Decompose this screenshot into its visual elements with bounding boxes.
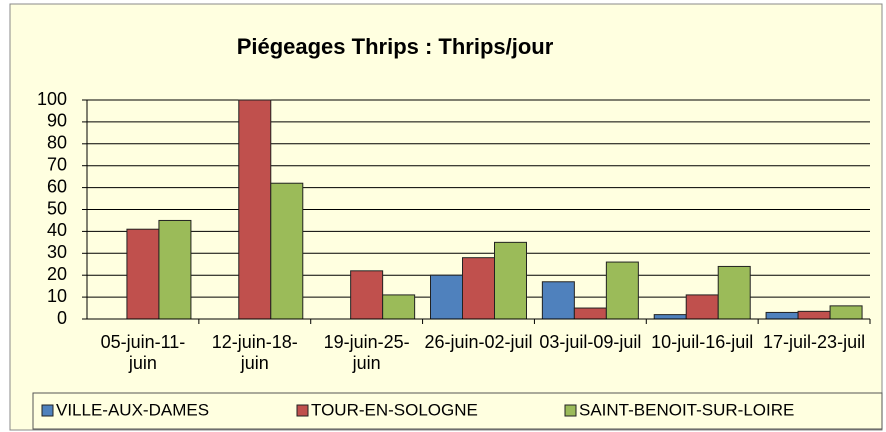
bar — [541, 281, 575, 320]
legend-label: TOUR-EN-SOLOGNE — [311, 400, 478, 419]
legend-swatch — [41, 404, 54, 417]
bar — [350, 270, 384, 320]
y-tick-label: 80 — [47, 133, 67, 153]
y-tick-label: 50 — [47, 198, 67, 218]
bar — [382, 294, 416, 320]
y-tick-label: 90 — [47, 111, 67, 131]
bar — [270, 182, 304, 320]
bar — [829, 305, 863, 320]
bar — [685, 294, 719, 320]
x-tick-label: 05-juin-11-juin — [100, 332, 186, 373]
x-tick-label: 17-juil-23-juil — [763, 332, 866, 352]
bar — [605, 261, 639, 320]
bar — [797, 310, 831, 320]
x-tick-label: 10-juil-16-juil — [651, 332, 754, 352]
bar — [430, 274, 463, 320]
legend-label: SAINT-BENOIT-SUR-LOIRE — [579, 400, 794, 419]
y-tick-label: 10 — [47, 286, 67, 306]
bar — [126, 228, 160, 320]
x-tick-label: 03-juil-09-juil — [539, 332, 642, 352]
legend-swatch — [564, 404, 577, 417]
bar — [765, 311, 799, 320]
x-tick-label: 19-juin-25-juin — [323, 332, 410, 373]
y-tick-label: 40 — [47, 220, 67, 240]
bar — [462, 257, 495, 320]
legend-box — [32, 392, 883, 430]
bar — [494, 241, 527, 320]
bar — [573, 307, 607, 320]
bar — [717, 265, 751, 320]
bar — [653, 314, 687, 320]
y-tick-label: 20 — [47, 264, 67, 284]
y-tick-label: 0 — [57, 308, 67, 328]
legend-swatch — [296, 404, 309, 417]
y-tick-label: 60 — [47, 176, 67, 196]
y-tick-label: 100 — [37, 89, 67, 109]
y-tick-label: 70 — [47, 154, 67, 174]
x-tick-label: 12-juin-18-juin — [211, 332, 298, 373]
bar — [238, 99, 272, 320]
chart-background — [9, 3, 883, 431]
x-tick-label: 26-juin-02-juil — [424, 332, 533, 352]
y-tick-label: 30 — [47, 242, 67, 262]
chart-title: Piégeages Thrips : Thrips/jour — [237, 34, 554, 59]
bar — [158, 219, 192, 320]
legend-label: VILLE-AUX-DAMES — [56, 400, 209, 419]
